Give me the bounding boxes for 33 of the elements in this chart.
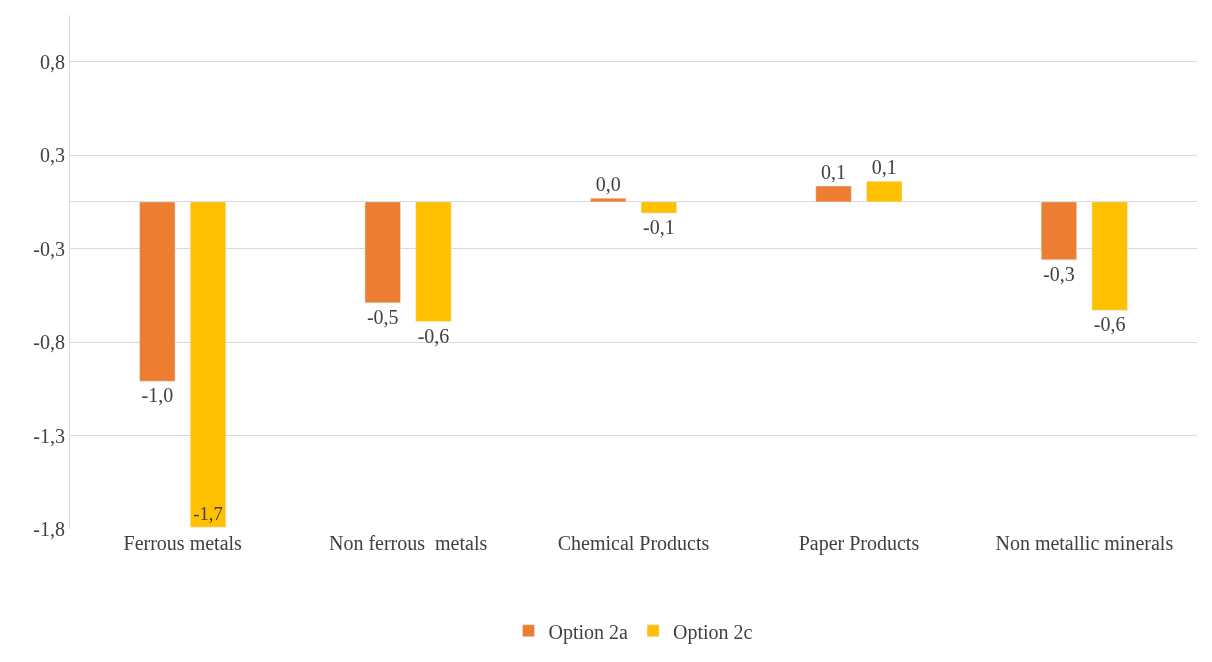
legend-label: Option 2a <box>548 620 629 644</box>
bar <box>815 185 852 203</box>
bar <box>364 201 401 304</box>
data-label: -0,6 <box>1093 313 1126 336</box>
x-tick-label: Non ferrous metals <box>328 532 488 554</box>
data-label: -0,5 <box>366 305 399 328</box>
bar <box>1091 201 1128 311</box>
bar <box>590 197 627 203</box>
bar <box>415 201 452 322</box>
data-label: 0,1 <box>821 161 847 184</box>
y-tick-label: -0,3 <box>33 237 65 260</box>
x-tick-label: Ferrous metals <box>123 532 243 554</box>
data-label: 0,1 <box>871 156 897 179</box>
x-tick-label: Non metallic minerals <box>995 532 1174 554</box>
bar <box>139 201 176 382</box>
x-tick-label: Paper Products <box>798 532 920 555</box>
y-tick-label: -1,8 <box>33 518 65 540</box>
bar <box>1040 201 1077 261</box>
y-tick-label: 0,3 <box>40 144 65 167</box>
bar <box>190 201 227 528</box>
y-tick-label: -0,8 <box>33 331 65 354</box>
data-label: -1,7 <box>193 503 223 525</box>
data-label: -0,1 <box>643 216 675 239</box>
data-label: 0,0 <box>595 173 621 196</box>
data-label: -1,0 <box>141 384 174 407</box>
data-label: -0,6 <box>417 324 450 347</box>
x-tick-label: Chemical Products <box>557 532 710 554</box>
bar <box>640 201 677 214</box>
y-tick-label: -1,3 <box>33 424 65 447</box>
data-label: -0,3 <box>1043 262 1075 285</box>
y-tick-label: 0,8 <box>40 50 65 73</box>
legend-label: Option 2c <box>673 620 753 644</box>
bar <box>866 181 903 203</box>
